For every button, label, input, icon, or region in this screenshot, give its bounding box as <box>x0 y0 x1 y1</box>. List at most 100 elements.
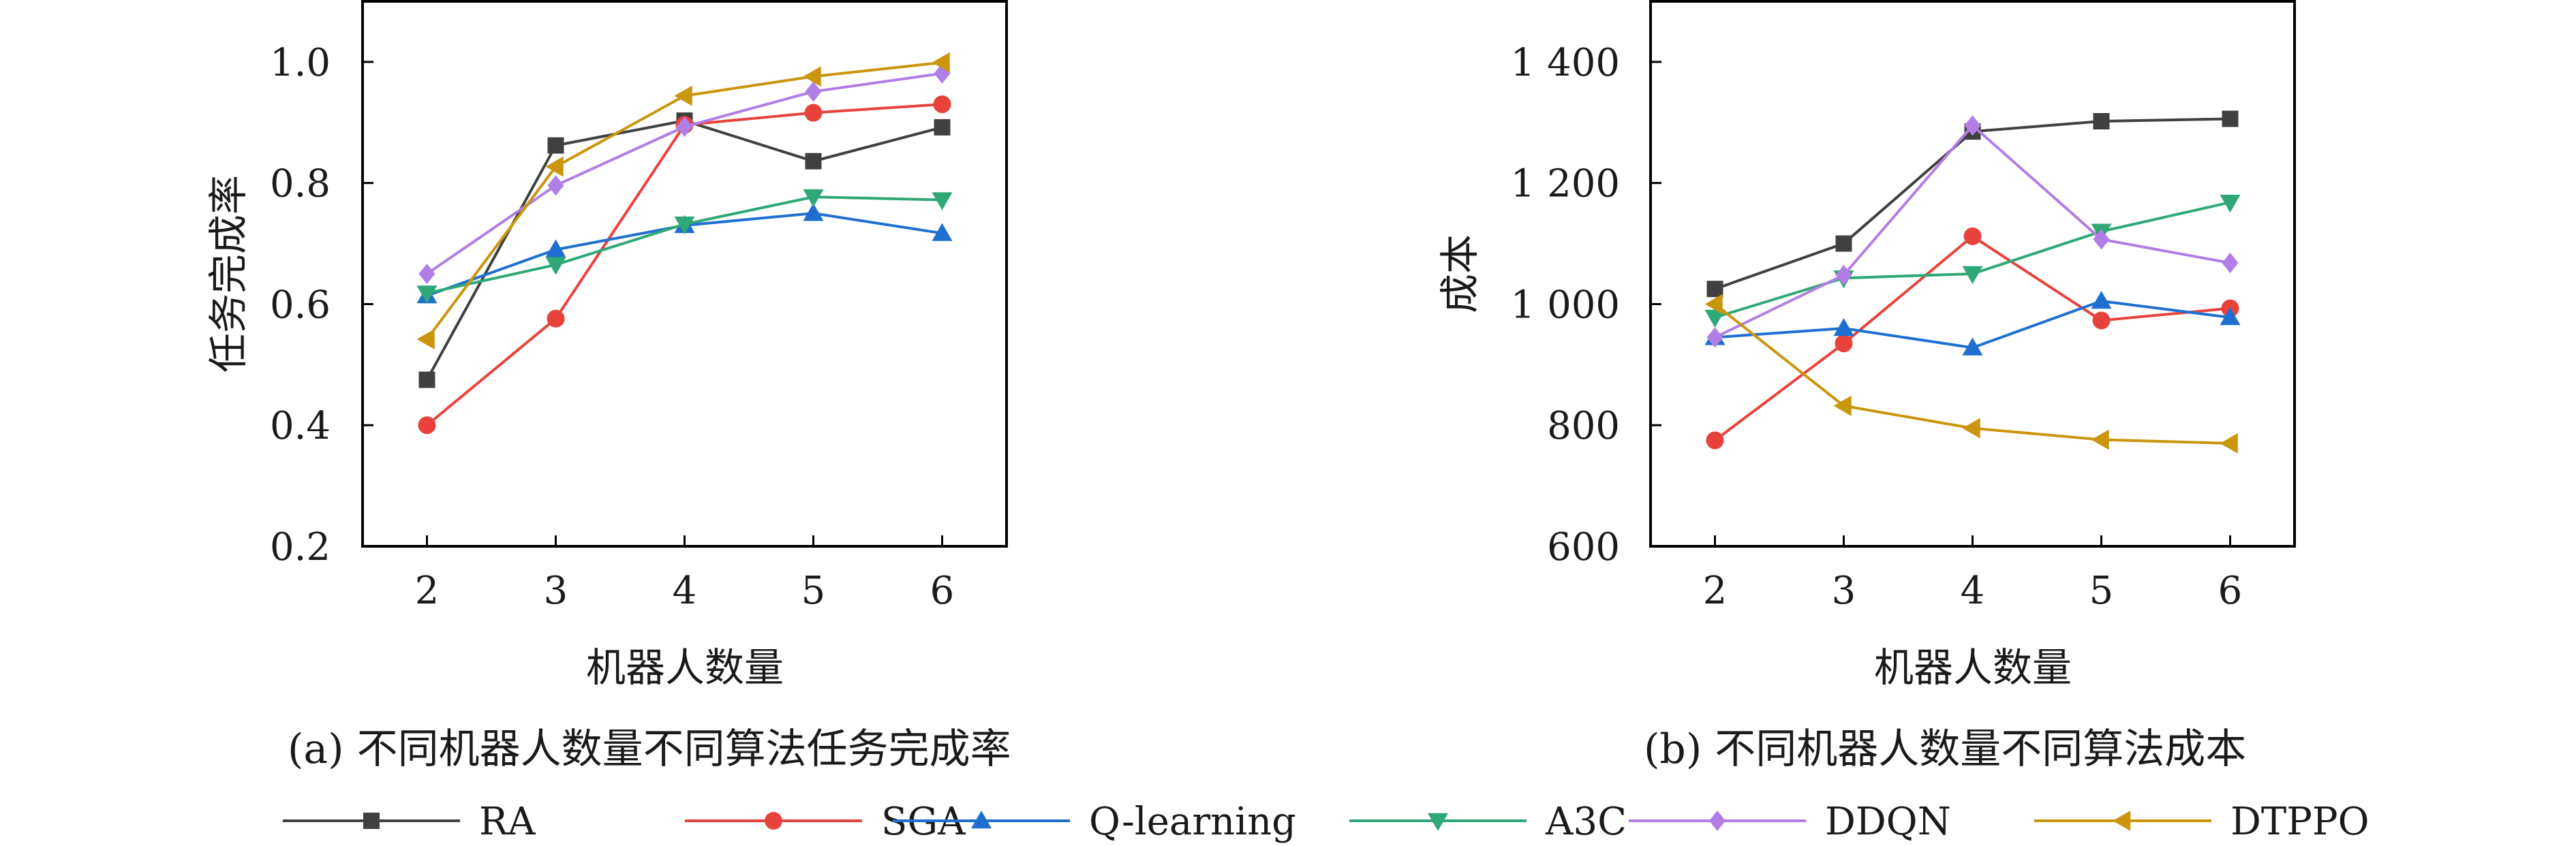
y-axis-title: 任务完成率 <box>205 175 251 373</box>
legend-label: DDQN <box>1825 800 1951 844</box>
x-tick-label: 5 <box>801 569 826 613</box>
y-tick-label: 0.4 <box>270 404 331 448</box>
data-point-dtppo <box>2091 429 2109 450</box>
y-axis-title: 成本 <box>1437 234 1483 313</box>
panel-caption: (a) 不同机器人数量不同算法任务完成率 <box>288 725 1011 773</box>
x-axis-ticks: 2 3 4 5 6 <box>415 535 955 613</box>
data-point-ra <box>934 119 951 136</box>
data-point-dtppo <box>2220 433 2238 454</box>
data-point-ddqn <box>547 175 564 196</box>
data-point-ddqn <box>1706 327 1723 348</box>
legend-entry-q-learning: Q-learning <box>893 800 1296 844</box>
data-point-a3c <box>932 192 953 210</box>
legend-entry-dtppo: DTPPO <box>2034 800 2370 844</box>
y-tick-label: 0.2 <box>270 525 331 569</box>
data-point-sga <box>1963 227 1982 245</box>
data-point-q-learning <box>2220 307 2241 326</box>
legend-label: RA <box>479 800 536 844</box>
data-point-dtppo <box>803 66 821 87</box>
data-point-ra <box>547 137 564 154</box>
series-line-sga <box>426 103 942 426</box>
series-group <box>1704 110 2241 454</box>
series-ra <box>418 112 951 388</box>
legend-entry-ra: RA <box>283 800 536 844</box>
data-point-q-learning <box>932 223 953 241</box>
data-point-dtppo <box>1962 418 1980 439</box>
y-axis-ticks: 0.2 0.4 0.6 0.8 1.0 <box>270 41 373 569</box>
series-dtppo <box>1704 294 2238 454</box>
series-dtppo <box>416 52 950 349</box>
y-tick-label: 1 200 <box>1511 162 1620 206</box>
series-line-ra <box>1714 117 2230 291</box>
series-line-dtppo <box>425 61 942 341</box>
y-axis-ticks: 600 800 1 000 1 200 1 400 <box>1511 41 1661 569</box>
data-point-sga <box>1835 334 1853 353</box>
legend-label: DTPPO <box>2230 800 2370 844</box>
series-group <box>416 52 953 435</box>
panel-caption: (b) 不同机器人数量不同算法成本 <box>1644 725 2246 773</box>
data-point-dtppo <box>1704 294 1723 315</box>
y-tick-label: 1 000 <box>1511 283 1620 327</box>
legend-marker <box>1709 811 1726 831</box>
data-point-dtppo <box>674 85 692 106</box>
x-tick-label: 6 <box>2218 569 2243 613</box>
series-ddqn <box>1706 115 2239 348</box>
series-line-ra <box>425 119 943 381</box>
legend-marker <box>1428 813 1448 831</box>
data-point-q-learning <box>545 239 566 257</box>
y-tick-label: 1.0 <box>270 41 331 85</box>
y-tick-label: 1 400 <box>1511 41 1620 85</box>
data-point-sga <box>2092 311 2111 330</box>
data-point-a3c <box>545 257 566 275</box>
data-point-a3c <box>416 285 438 304</box>
x-axis-title: 机器人数量 <box>586 644 784 691</box>
data-point-ddqn <box>2093 229 2110 250</box>
legend-label: Q-learning <box>1089 800 1296 844</box>
data-point-a3c <box>674 216 695 235</box>
series-q-learning <box>1704 291 2241 356</box>
data-point-sga <box>547 309 565 328</box>
data-point-ddqn <box>2222 253 2239 273</box>
y-tick-label: 800 <box>1547 404 1620 448</box>
data-point-dtppo <box>932 52 950 73</box>
data-point-q-learning <box>2091 291 2112 309</box>
series-ddqn <box>418 63 951 284</box>
data-point-ra <box>2093 113 2110 129</box>
legend-entry-a3c: A3C <box>1349 800 1627 844</box>
data-point-ra <box>1835 235 1852 252</box>
data-point-dtppo <box>416 329 435 349</box>
data-point-ra <box>418 371 435 388</box>
data-point-q-learning <box>1833 318 1854 336</box>
y-tick-label: 0.6 <box>270 283 331 327</box>
data-point-ra <box>2222 110 2239 127</box>
data-point-ddqn <box>1964 115 1981 136</box>
legend-marker <box>971 811 992 829</box>
legend-entry-ddqn: DDQN <box>1629 800 1951 844</box>
x-tick-label: 4 <box>673 569 697 613</box>
data-point-sga <box>418 416 436 435</box>
legend-label: A3C <box>1545 800 1627 844</box>
legend: RA SGA Q-learning A3C DDQN DTPPO <box>283 800 2370 844</box>
x-tick-label: 6 <box>930 569 955 613</box>
data-point-sga <box>1706 431 1724 450</box>
x-axis-title: 机器人数量 <box>1874 644 2072 691</box>
x-tick-label: 2 <box>1703 569 1728 613</box>
data-point-a3c <box>1704 309 1726 328</box>
legend-marker <box>2113 811 2131 831</box>
series-line-a3c <box>427 195 942 295</box>
data-point-q-learning <box>803 203 824 221</box>
legend-marker <box>765 812 782 830</box>
data-point-a3c <box>1962 266 1983 284</box>
x-axis-ticks: 2 3 4 5 6 <box>1703 535 2243 613</box>
data-point-ddqn <box>805 81 822 102</box>
data-point-a3c <box>803 189 824 208</box>
x-tick-label: 4 <box>1961 569 1985 613</box>
plot-area-frame <box>361 0 1008 548</box>
x-tick-label: 2 <box>415 569 440 613</box>
data-point-ra <box>805 153 822 170</box>
y-tick-label: 0.8 <box>270 162 331 206</box>
series-a3c <box>416 189 953 304</box>
data-point-dtppo <box>1833 395 1852 416</box>
x-tick-label: 5 <box>2089 569 2114 613</box>
